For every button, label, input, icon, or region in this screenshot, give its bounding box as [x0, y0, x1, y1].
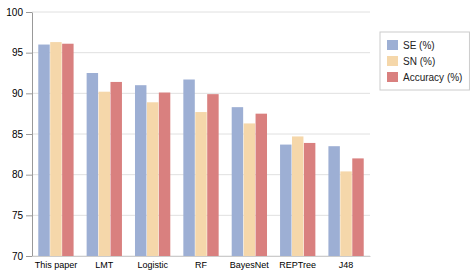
bar: [147, 102, 158, 256]
legend-label: SN (%): [403, 56, 435, 67]
bar-series: [50, 42, 352, 256]
y-tick-mark: [26, 134, 32, 135]
x-tick: Logistic: [137, 260, 168, 270]
bar: [256, 114, 267, 256]
legend-item: SN (%): [387, 56, 435, 67]
y-tick: 80: [12, 169, 32, 180]
x-tick: J48: [339, 260, 354, 270]
x-tick-label: RF: [195, 260, 207, 270]
bar: [62, 44, 73, 256]
legend-label: Accuracy (%): [403, 72, 462, 83]
x-tick-label: J48: [339, 260, 354, 270]
bar: [280, 145, 291, 256]
bar: [38, 45, 49, 256]
y-tick: 85: [12, 129, 32, 140]
x-tick: LMT: [95, 260, 114, 270]
legend: SE (%) SN (%) Accuracy (%): [380, 32, 469, 90]
y-tick-label: 85: [12, 129, 24, 140]
bar: [232, 107, 243, 256]
y-tick-mark: [26, 93, 32, 94]
y-tick-mark: [26, 53, 32, 54]
y-tick-mark: [26, 256, 32, 257]
bar: [352, 158, 363, 256]
legend-frame: [380, 32, 469, 90]
y-tick-mark: [26, 215, 32, 216]
y-tick-mark: [26, 175, 32, 176]
bar: [292, 136, 303, 256]
y-tick: 70: [12, 251, 32, 262]
bar: [110, 82, 121, 256]
bar-series: [62, 44, 364, 256]
bar: [328, 146, 339, 256]
grid-line: [32, 52, 370, 53]
chart: 70 75 80 85 90 95 100 This paper LMT Logistic RF Ba…: [0, 0, 474, 278]
bar: [135, 85, 146, 256]
x-tick-label: REPTree: [279, 260, 316, 270]
y-tick-label: 90: [12, 88, 24, 99]
x-tick-label: This paper: [35, 260, 78, 270]
bar: [183, 80, 194, 256]
y-tick-mark: [26, 12, 32, 13]
x-tick: RF: [195, 260, 207, 270]
x-axis-line: [33, 256, 371, 257]
y-tick-label: 70: [12, 251, 24, 262]
bar: [87, 73, 98, 256]
x-axis: This paper LMT Logistic RF BayesNet REPTree J4…: [33, 257, 371, 271]
y-tick: 75: [12, 210, 32, 221]
bar: [159, 93, 170, 256]
bar: [99, 92, 110, 256]
grid: [32, 12, 370, 256]
bar: [340, 171, 351, 256]
y-tick-label: 95: [12, 47, 24, 58]
legend-swatch: [387, 40, 398, 50]
bar: [244, 123, 255, 256]
x-tick: This paper: [35, 260, 78, 270]
x-tick: BayesNet: [230, 260, 270, 270]
y-tick: 90: [12, 88, 32, 99]
y-tick-label: 80: [12, 169, 24, 180]
x-tick: REPTree: [279, 260, 316, 270]
bar: [207, 94, 218, 256]
bar: [304, 143, 315, 256]
y-axis-line: [32, 13, 33, 257]
bar: [50, 42, 61, 256]
x-tick-label: BayesNet: [230, 260, 270, 270]
legend-swatch: [387, 72, 398, 82]
bar-series: [38, 45, 340, 256]
legend-item: Accuracy (%): [387, 72, 462, 83]
legend-swatch: [387, 56, 398, 66]
grid-line: [32, 12, 370, 13]
bar: [195, 112, 206, 256]
y-axis: 70 75 80 85 90 95 100: [6, 7, 32, 262]
y-tick: 95: [12, 47, 32, 58]
y-tick-label: 75: [12, 210, 24, 221]
y-tick-label: 100: [6, 7, 23, 18]
y-tick: 100: [6, 7, 32, 18]
legend-item: SE (%): [387, 40, 435, 51]
legend-label: SE (%): [403, 40, 435, 51]
x-tick-label: Logistic: [137, 260, 168, 270]
grid-line: [32, 93, 370, 94]
bars: [38, 42, 363, 256]
x-tick-label: LMT: [95, 260, 114, 270]
